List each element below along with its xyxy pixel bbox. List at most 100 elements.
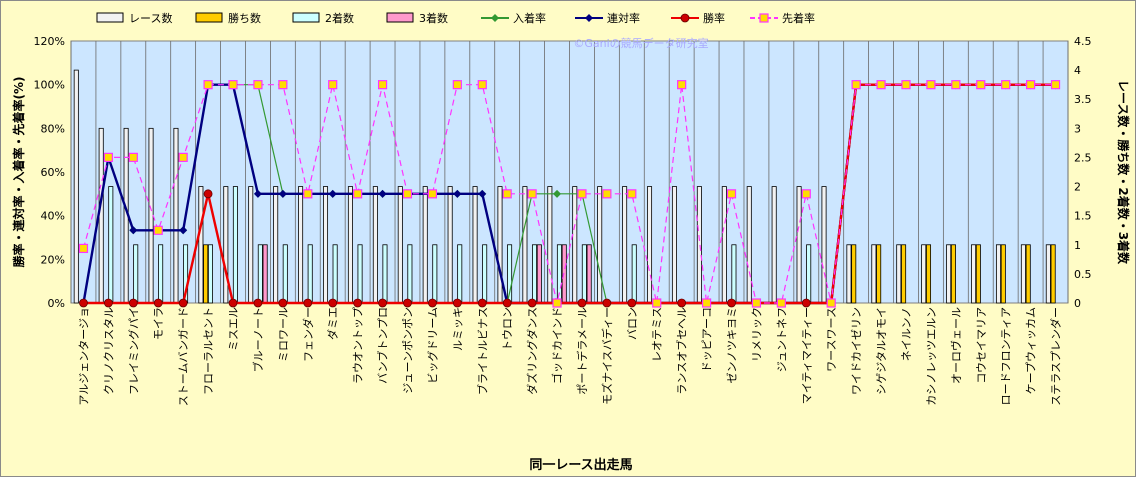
legend-marker — [585, 14, 593, 22]
point-rentai-rate — [278, 189, 287, 198]
bar-seconds — [407, 244, 413, 304]
bar-seconds — [482, 244, 488, 304]
bar-seconds — [282, 244, 288, 304]
point-rentai-rate — [378, 189, 387, 198]
bar-races — [323, 186, 329, 304]
y-tick-left: 40% — [41, 210, 65, 223]
bar-wins — [901, 244, 907, 304]
bar-wins — [851, 244, 857, 304]
point-sentyaku-rate — [253, 80, 263, 90]
point-sentyaku-rate — [153, 225, 163, 235]
bar-seconds — [382, 244, 388, 304]
point-sentyaku-rate — [502, 189, 512, 199]
y-tick-right: 4 — [1074, 64, 1081, 77]
legend-label: 3着数 — [419, 11, 448, 25]
bar-races — [422, 186, 428, 304]
x-tick-label: シゲジタルオモイ — [875, 307, 888, 395]
y-tick-right: 3 — [1074, 122, 1081, 135]
y-tick-left: 60% — [41, 166, 65, 179]
y-axis-right-label: レース数・勝ち数・2着数・3着数 — [1116, 80, 1131, 265]
point-win-rate — [577, 298, 587, 308]
y-tick-right: 1.5 — [1074, 210, 1092, 223]
x-tick-label: レオテミス — [651, 307, 664, 362]
bar-wins — [1025, 244, 1031, 304]
watermark: ©Ganiの競馬データ研究室 — [573, 36, 708, 50]
point-win-rate — [378, 298, 387, 308]
bar-races — [896, 244, 902, 304]
x-tick-label: ダズリングダンス — [525, 307, 539, 395]
x-tick-label: リメリック — [750, 307, 763, 362]
bar-wins — [1050, 244, 1056, 304]
bar-races — [597, 186, 603, 304]
x-tick-label: ジューンポンポン — [401, 307, 414, 394]
point-win-rate — [278, 298, 288, 308]
y-tick-left: 120% — [34, 35, 65, 48]
legend-label: レース数 — [129, 12, 172, 25]
y-tick-left: 0% — [48, 297, 65, 310]
lines — [78, 80, 1061, 308]
bar-races — [73, 69, 79, 304]
bar-wins — [975, 244, 981, 304]
x-tick-label: バロン — [626, 307, 639, 340]
point-sentyaku-rate — [78, 243, 89, 254]
legend-marker — [491, 14, 499, 22]
x-tick-label: アルジェンタージョ — [77, 307, 90, 406]
point-rentai-rate — [129, 226, 138, 235]
point-sentyaku-rate — [452, 80, 462, 90]
point-rentai-rate — [478, 189, 487, 198]
x-tick-label: トウロン — [501, 307, 514, 351]
bar-races — [746, 186, 752, 304]
point-sentyaku-rate — [951, 80, 961, 90]
bar-races — [946, 244, 952, 304]
y-tick-right: 4.5 — [1074, 35, 1092, 48]
bar-seconds — [133, 244, 139, 304]
y-tick-right: 0 — [1074, 297, 1081, 310]
point-sentyaku-rate — [801, 189, 811, 199]
bar-races — [1045, 244, 1051, 304]
point-sentyaku-rate — [552, 298, 562, 308]
legend-swatch — [292, 12, 320, 23]
bar-seconds — [432, 244, 438, 304]
point-sentyaku-rate — [278, 80, 288, 90]
bar-races — [572, 186, 578, 304]
bar-seconds — [532, 244, 538, 304]
legend-label: 勝ち数 — [228, 11, 261, 25]
bar-seconds — [207, 244, 213, 304]
point-win-rate — [602, 298, 612, 308]
x-tick-label: ポートデラメール — [575, 307, 589, 395]
point-sentyaku-rate — [976, 80, 986, 90]
y-tick-left: 100% — [34, 79, 65, 92]
point-sentyaku-rate — [1026, 80, 1036, 90]
legend-swatch — [195, 12, 223, 23]
point-win-rate — [79, 298, 88, 308]
x-tick-label: ドッピアーコ — [701, 307, 714, 372]
bar-races — [347, 186, 353, 304]
x-tick-label: ワイドカイゼリン — [850, 307, 863, 395]
x-tick-label: オーロヴェール — [949, 307, 963, 384]
bar-seconds — [806, 244, 812, 304]
point-rentai-rate — [253, 189, 262, 198]
legend-marker — [759, 13, 769, 23]
bar-seconds — [257, 244, 263, 304]
x-tick-label: クリノクリスタル — [102, 307, 115, 395]
point-sentyaku-rate — [303, 189, 313, 199]
bar-wins — [926, 244, 932, 304]
y-tick-right: 3.5 — [1074, 93, 1092, 106]
bar-races — [223, 186, 229, 304]
x-tick-label: バンブトンプロ — [376, 307, 390, 384]
point-sentyaku-rate — [128, 152, 138, 162]
bar-wins — [203, 244, 209, 304]
point-win-rate — [627, 298, 637, 308]
point-sentyaku-rate — [751, 298, 762, 308]
point-sentyaku-rate — [876, 80, 886, 90]
legend-label: 2着数 — [325, 11, 354, 25]
bar-races — [497, 186, 503, 304]
bar-seconds — [158, 244, 164, 304]
bar-races — [796, 186, 802, 304]
point-sentyaku-rate — [602, 189, 612, 199]
legend-swatch — [386, 12, 414, 23]
legend: レース数 勝ち数 2着数 3着数 入着率 連対率 勝率 先着率 — [96, 11, 815, 25]
bar-seconds — [332, 244, 338, 304]
x-tick-label: マイティマイティー — [800, 307, 813, 404]
